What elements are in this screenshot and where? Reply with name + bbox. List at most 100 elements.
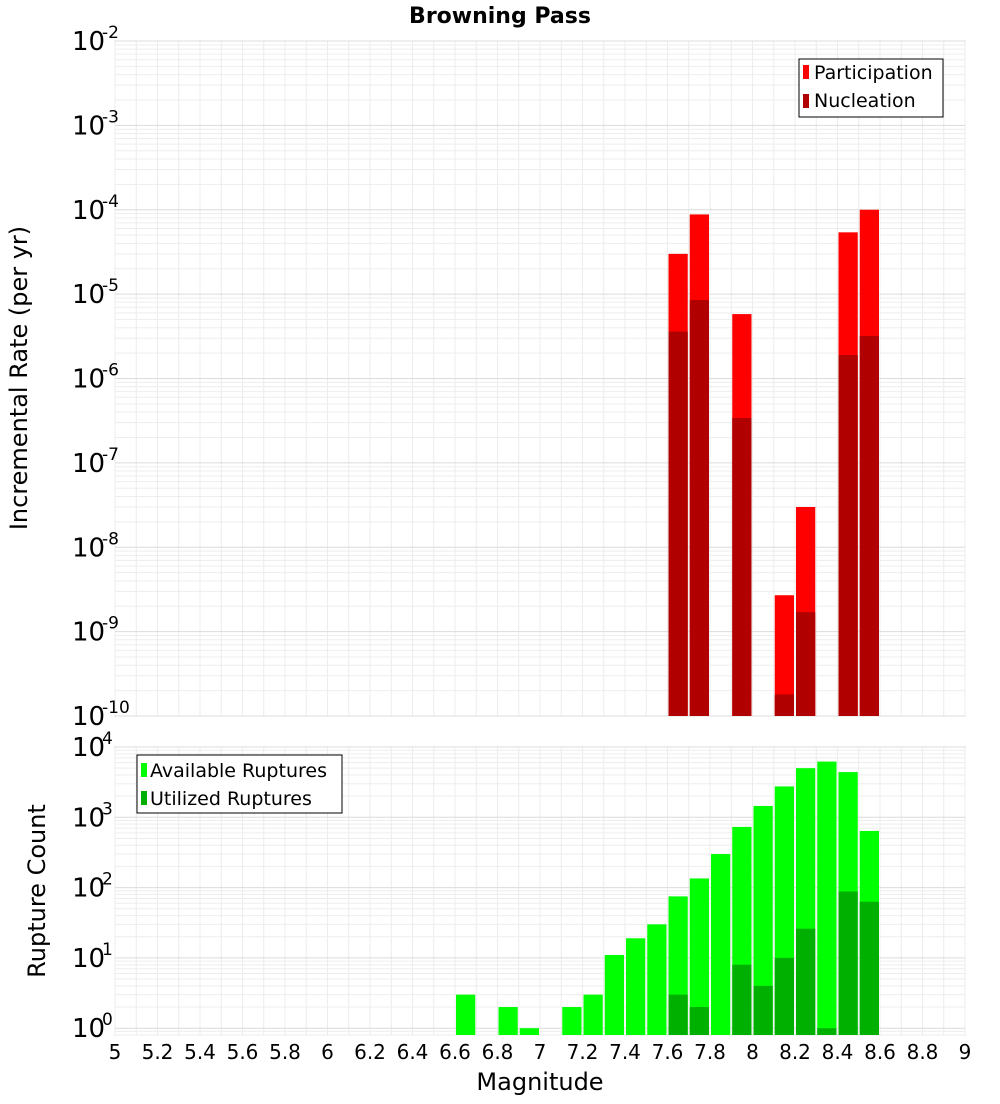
rupture-bar-utilized-ruptures xyxy=(753,985,773,1035)
rate-bar-nucleation xyxy=(732,418,752,716)
rupture-y-tick-exponent: 2 xyxy=(102,870,113,890)
rate-y-tick-label: 10 xyxy=(72,702,105,732)
rate-y-tick-label: 10 xyxy=(72,449,105,479)
rupture-legend: Available Ruptures Utilized Ruptures xyxy=(136,754,343,814)
rate-bar-nucleation xyxy=(668,331,688,716)
rate-y-axis-label: Incremental Rate (per yr) xyxy=(5,226,33,530)
rate-y-tick-label: 10 xyxy=(72,280,105,310)
rupture-bar-utilized-ruptures xyxy=(838,891,858,1035)
rate-y-tick-exponent: -4 xyxy=(102,192,119,212)
rupture-bar-utilized-ruptures xyxy=(689,1007,709,1035)
rate-panel: 10-210-310-410-510-610-710-810-910-10 In… xyxy=(5,23,966,732)
rupture-bar-available-ruptures xyxy=(604,954,624,1035)
rupture-bar-available-ruptures xyxy=(519,1028,539,1035)
x-tick-label: 7.2 xyxy=(567,1040,599,1064)
rate-bar-nucleation xyxy=(838,354,858,716)
rate-y-tick-label: 10 xyxy=(72,196,105,226)
x-tick-label: 9 xyxy=(959,1040,972,1064)
x-tick-label: 6.4 xyxy=(397,1040,429,1064)
rupture-bars xyxy=(456,761,879,1035)
rupture-y-tick-label: 10 xyxy=(72,733,105,763)
x-tick-label: 8.8 xyxy=(907,1040,939,1064)
rate-y-tick-exponent: -5 xyxy=(102,276,119,296)
rate-bar-participation xyxy=(774,595,794,716)
rupture-bar-available-ruptures xyxy=(626,938,646,1035)
rate-bars xyxy=(668,209,879,717)
rupture-bar-utilized-ruptures xyxy=(817,1028,837,1035)
rupture-bar-available-ruptures xyxy=(753,805,773,1035)
rupture-bar-available-ruptures xyxy=(498,1007,518,1035)
rate-y-tick-label: 10 xyxy=(72,533,105,563)
rupture-bar-available-ruptures xyxy=(647,924,667,1035)
legend-swatch-participation xyxy=(803,65,809,79)
x-tick-label: 6.2 xyxy=(354,1040,386,1064)
rupture-bar-available-ruptures xyxy=(711,854,731,1035)
x-tick-label: 8.6 xyxy=(864,1040,896,1064)
x-tick-label: 5.6 xyxy=(227,1040,259,1064)
x-tick-label: 5.8 xyxy=(269,1040,301,1064)
chart-title: Browning Pass xyxy=(409,4,591,29)
legend-swatch-available xyxy=(141,763,147,777)
legend-swatch-nucleation xyxy=(803,94,809,108)
rate-legend: Participation Nucleation xyxy=(798,58,944,118)
x-tick-label: 7.8 xyxy=(694,1040,726,1064)
rate-y-tick-label: 10 xyxy=(72,27,105,57)
rupture-bar-available-ruptures xyxy=(583,994,603,1035)
x-tick-label: 6.6 xyxy=(439,1040,471,1064)
x-tick-label: 8.4 xyxy=(822,1040,854,1064)
rate-y-tick-exponent: -2 xyxy=(102,23,119,43)
rupture-y-tick-exponent: 0 xyxy=(102,1010,113,1030)
legend-swatch-utilized xyxy=(141,791,147,805)
x-tick-label: 8.2 xyxy=(779,1040,811,1064)
rupture-bar-available-ruptures xyxy=(817,761,837,1035)
x-tick-label: 5.4 xyxy=(184,1040,216,1064)
rate-y-tick-label: 10 xyxy=(72,365,105,395)
x-tick-label: 5 xyxy=(109,1040,122,1064)
rupture-y-tick-exponent: 1 xyxy=(102,940,113,960)
rate-y-tick-label: 10 xyxy=(72,111,105,141)
x-ticks: 5 5.2 5.4 5.6 5.8 6 6.2 6.4 6.6 6.8 7 7.2 7.4 7.6 7.8 8… xyxy=(109,1040,972,1064)
rupture-bar-utilized-ruptures xyxy=(796,928,816,1035)
rate-grid xyxy=(114,40,966,717)
legend-label-utilized: Utilized Ruptures xyxy=(150,788,312,810)
rate-y-tick-exponent: -6 xyxy=(102,361,119,381)
rupture-bar-available-ruptures xyxy=(456,994,476,1035)
rate-bar-nucleation xyxy=(689,300,709,716)
rate-y-tick-exponent: -8 xyxy=(102,529,119,549)
x-tick-label: 7.6 xyxy=(652,1040,684,1064)
rupture-y-axis-label: Rupture Count xyxy=(23,804,51,978)
rupture-y-tick-label: 10 xyxy=(72,874,105,904)
rate-bar-nucleation xyxy=(774,694,794,716)
rate-y-tick-exponent: -9 xyxy=(102,614,119,634)
rate-y-tick-label: 10 xyxy=(72,618,105,648)
legend-label-participation: Participation xyxy=(814,62,933,84)
rupture-bar-utilized-ruptures xyxy=(732,964,752,1035)
rate-bar-nucleation xyxy=(796,612,816,716)
rupture-bar-available-ruptures xyxy=(689,878,709,1035)
rate-y-tick-exponent: -3 xyxy=(102,107,119,127)
x-tick-label: 6.8 xyxy=(482,1040,514,1064)
rupture-bar-available-ruptures xyxy=(562,1007,582,1035)
rupture-y-tick-label: 10 xyxy=(72,1014,105,1044)
x-axis-label: Magnitude xyxy=(476,1068,603,1096)
rate-y-tick-exponent: -7 xyxy=(102,445,119,465)
x-tick-label: 6 xyxy=(321,1040,334,1064)
rupture-bar-utilized-ruptures xyxy=(774,957,794,1035)
rate-bar-nucleation xyxy=(859,335,879,716)
rupture-legend-box xyxy=(136,754,343,814)
rate-y-tick-exponent: -10 xyxy=(102,698,130,718)
x-tick-label: 8 xyxy=(746,1040,759,1064)
rupture-y-tick-label: 10 xyxy=(72,944,105,974)
rupture-y-tick-exponent: 3 xyxy=(102,799,113,819)
rate-y-ticks: 10-210-310-410-510-610-710-810-910-10 xyxy=(72,23,130,732)
x-tick-label: 7 xyxy=(534,1040,547,1064)
rupture-y-tick-label: 10 xyxy=(72,803,105,833)
x-tick-label: 7.4 xyxy=(609,1040,641,1064)
rupture-y-tick-exponent: 4 xyxy=(102,729,113,749)
rupture-bar-utilized-ruptures xyxy=(668,994,688,1035)
legend-label-nucleation: Nucleation xyxy=(814,90,916,112)
rupture-bar-utilized-ruptures xyxy=(859,901,879,1035)
